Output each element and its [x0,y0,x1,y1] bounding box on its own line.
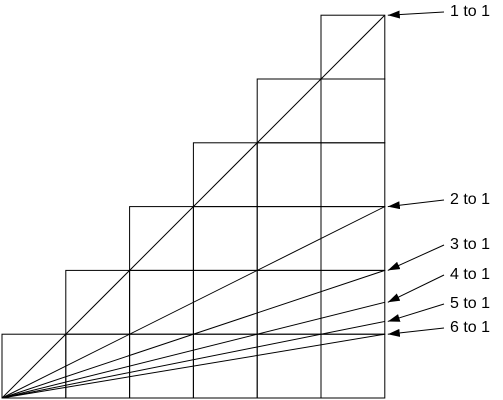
ratio-label: 4 to 1 [450,266,490,283]
grid-cell [192,206,258,271]
ratio-label: 5 to 1 [450,295,490,312]
arrow [387,303,445,322]
ratio-label: 1 to 1 [450,3,490,20]
grid-cell [320,142,386,208]
arrow [387,199,445,210]
ratio-lines [1,14,386,399]
ratio-label: 2 to 1 [450,191,490,208]
ratio-line [1,301,385,399]
grid-cell [256,142,322,208]
ratio-line [1,14,386,399]
grid-cell [129,269,194,335]
arrow [387,10,445,19]
arrow [387,274,445,303]
annotations: 1 to 1 2 to 1 3 to 1 4 to 1 5 to 1 6 to 1 [387,3,490,337]
ratio-label: 3 to 1 [450,236,490,253]
ratio-label: 6 to 1 [450,319,490,336]
grid-cell [256,333,322,399]
grid-cell [256,206,322,271]
grid-cell [320,269,386,335]
arrow [387,327,445,337]
ratio-line [1,320,385,399]
ratio-line [1,333,385,399]
grid-cell [320,78,386,144]
ratio-line [1,206,386,399]
grid-cell [192,269,258,335]
arrow [387,244,445,271]
grid-cell [320,333,386,399]
grid-cell [320,206,386,271]
ratio-line [1,269,385,399]
grid-cell [320,14,386,80]
grid-cell [192,333,258,399]
